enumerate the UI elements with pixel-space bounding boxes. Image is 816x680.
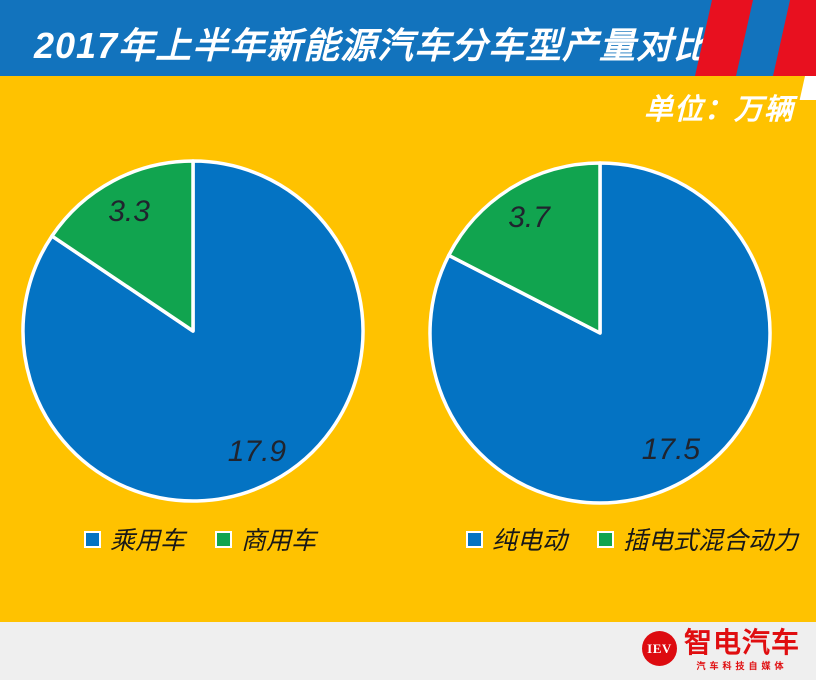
legend-swatch-icon: [597, 530, 614, 548]
brand-circle-icon: IEV: [641, 631, 677, 666]
legend-label: 乘用车: [109, 527, 185, 555]
pie-value-label: 17.9: [228, 435, 287, 468]
pie-value-label: 3.3: [108, 195, 150, 228]
pie-slice: [447, 161, 602, 335]
header-band: 2017年上半年新能源汽车分车型产量对比: [0, 0, 816, 76]
brand-logo: IEV 智电汽车 汽车科技自媒体: [641, 627, 800, 672]
pie-chart-powertrain-type: 17.5 3.7: [428, 161, 772, 505]
legend-item: 纯电动: [465, 521, 567, 557]
legend-swatch-icon: [465, 530, 483, 548]
legend-item: 乘用车: [83, 521, 185, 557]
page-title: 2017年上半年新能源汽车分车型产量对比: [34, 25, 711, 66]
legend-label: 插电式混合动力: [623, 527, 799, 555]
pie-slice: [50, 159, 195, 333]
brand-name: 智电汽车: [683, 627, 800, 658]
legend-label: 商用车: [241, 527, 317, 555]
legend-swatch-icon: [215, 530, 232, 548]
pie-value-label: 3.7: [508, 201, 551, 234]
legend-item: 商用车: [215, 521, 316, 557]
legend-swatch-icon: [83, 530, 101, 548]
pie-chart-vehicle-type: 17.9 3.3: [21, 159, 365, 503]
brand-tagline: 汽车科技自媒体: [696, 661, 788, 671]
legend-powertrain-type: 纯电动 插电式混合动力: [448, 522, 816, 556]
legend-label: 纯电动: [491, 527, 567, 555]
footer-strip: IEV 智电汽车 汽车科技自媒体: [0, 622, 816, 680]
pie-value-label: 17.5: [642, 433, 701, 466]
unit-label: 单位：万辆: [643, 94, 794, 126]
legend-vehicle-type: 乘用车 商用车: [0, 522, 400, 556]
legend-item: 插电式混合动力: [597, 521, 798, 557]
